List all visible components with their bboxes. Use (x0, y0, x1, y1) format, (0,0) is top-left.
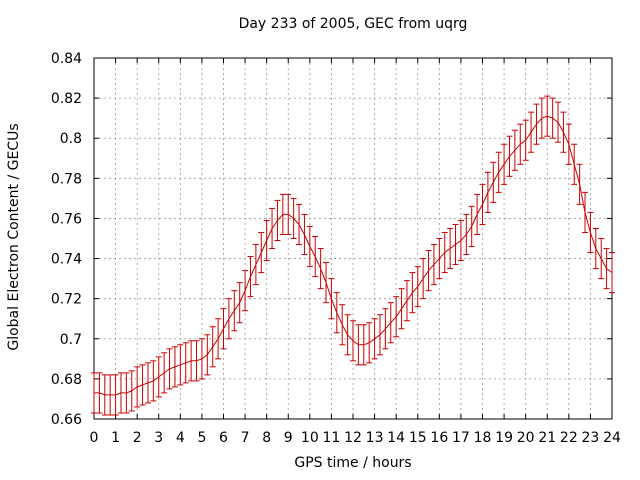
grid-lines (94, 58, 612, 419)
y-tick-label: 0.74 (51, 252, 82, 268)
x-tick-label: 12 (344, 430, 362, 446)
x-tick-label: 22 (560, 430, 578, 446)
x-tick-label: 0 (90, 430, 99, 446)
x-tick-label: 16 (430, 430, 448, 446)
series-line (94, 115, 613, 396)
chart-title: Day 233 of 2005, GEC from uqrg (238, 16, 468, 32)
x-tick-label: 2 (133, 430, 142, 446)
y-tick-label: 0.84 (51, 51, 82, 67)
y-tick-label: 0.82 (51, 91, 82, 107)
x-tick-label: 5 (197, 430, 206, 446)
axis-ticks (93, 57, 613, 420)
x-tick-label: 21 (538, 430, 556, 446)
x-axis-label: GPS time / hours (294, 455, 412, 471)
x-tick-label: 14 (387, 430, 405, 446)
x-tick-label: 8 (262, 430, 271, 446)
x-tick-label: 20 (517, 430, 535, 446)
y-tick-label: 0.76 (51, 211, 82, 227)
y-tick-label: 0.68 (51, 372, 82, 388)
x-tick-label: 15 (409, 430, 427, 446)
x-tick-label: 7 (241, 430, 250, 446)
y-axis-label: Global Electron Content / GECUs (6, 123, 22, 350)
x-tick-label: 1 (111, 430, 120, 446)
x-tick-label: 3 (154, 430, 163, 446)
x-tick-label: 6 (219, 430, 228, 446)
y-tick-label: 0.8 (60, 131, 82, 147)
y-tick-label: 0.78 (51, 171, 82, 187)
x-tick-label: 19 (495, 430, 513, 446)
y-tick-label: 0.72 (51, 292, 82, 308)
x-tick-label: 17 (452, 430, 470, 446)
x-tick-label: 23 (582, 430, 600, 446)
x-tick-label: 4 (176, 430, 185, 446)
x-tick-label: 10 (301, 430, 319, 446)
x-tick-label: 11 (323, 430, 341, 446)
x-tick-label: 9 (284, 430, 293, 446)
x-tick-label: 13 (366, 430, 384, 446)
x-tick-label: 24 (603, 430, 621, 446)
y-tick-label: 0.66 (51, 412, 82, 428)
x-tick-label: 18 (474, 430, 492, 446)
y-tick-label: 0.7 (60, 332, 82, 348)
